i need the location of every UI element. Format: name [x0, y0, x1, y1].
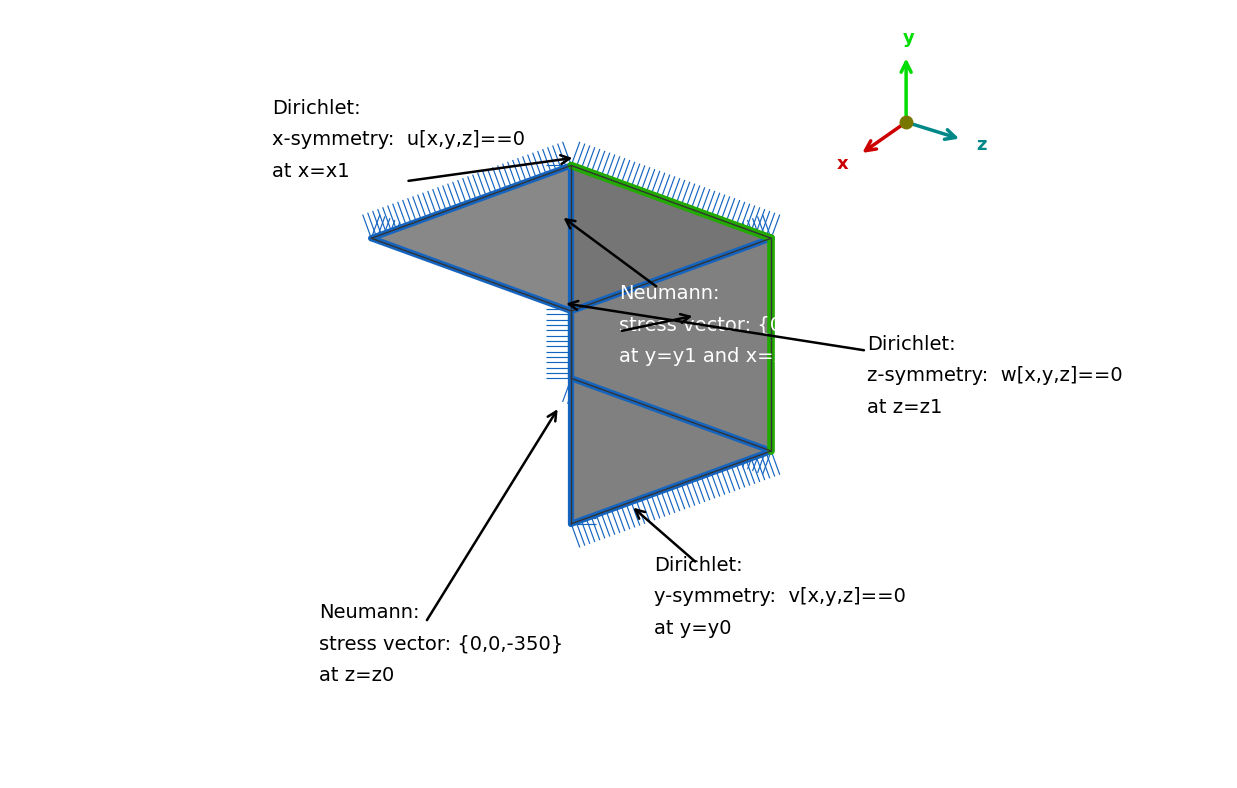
- Text: stress vector: {0,0,0}: stress vector: {0,0,0}: [618, 316, 831, 335]
- Text: y: y: [903, 29, 914, 47]
- Text: at y=y0: at y=y0: [654, 619, 731, 637]
- Text: stress vector: {0,0,-350}: stress vector: {0,0,-350}: [319, 634, 563, 653]
- Text: at z=z1: at z=z1: [867, 398, 943, 417]
- Text: at y=y1 and x=x0: at y=y1 and x=x0: [618, 348, 798, 366]
- Text: y-symmetry:  v[x,y,z]==0: y-symmetry: v[x,y,z]==0: [654, 587, 905, 606]
- Text: z: z: [976, 136, 987, 154]
- Text: Dirichlet:: Dirichlet:: [867, 335, 955, 354]
- Polygon shape: [571, 165, 771, 451]
- Polygon shape: [371, 165, 771, 311]
- Text: z-symmetry:  w[x,y,z]==0: z-symmetry: w[x,y,z]==0: [867, 366, 1122, 385]
- Text: x: x: [836, 155, 849, 173]
- Text: Neumann:: Neumann:: [319, 603, 419, 622]
- Text: Dirichlet:: Dirichlet:: [272, 98, 360, 117]
- Text: Dirichlet:: Dirichlet:: [654, 556, 742, 574]
- Text: at x=x1: at x=x1: [272, 162, 349, 180]
- Polygon shape: [571, 238, 771, 524]
- Text: Neumann:: Neumann:: [618, 284, 720, 303]
- Text: x-symmetry:  u[x,y,z]==0: x-symmetry: u[x,y,z]==0: [272, 130, 524, 149]
- Text: at z=z0: at z=z0: [319, 666, 395, 685]
